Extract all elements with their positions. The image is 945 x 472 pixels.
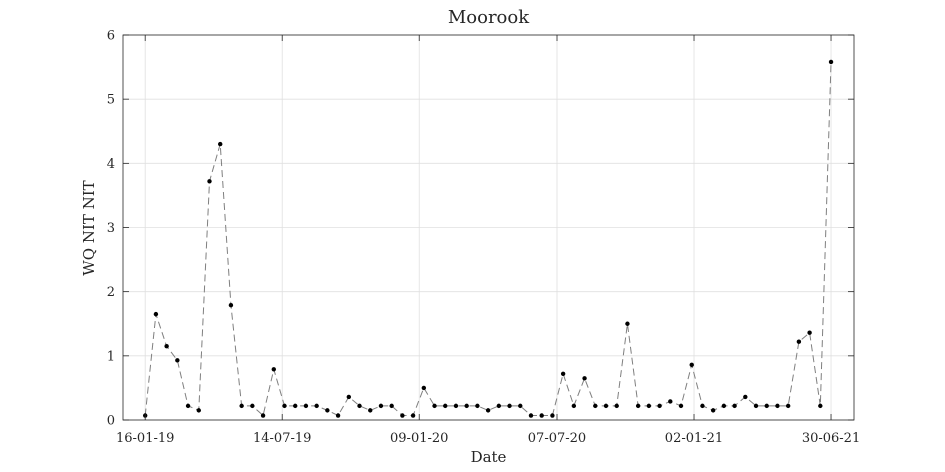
data-point	[657, 403, 662, 409]
data-point	[539, 413, 544, 418]
data-point	[710, 408, 716, 413]
series-line	[144, 61, 832, 417]
x-axis-label: Date	[471, 448, 507, 466]
data-point	[218, 141, 223, 147]
data-point	[303, 403, 309, 409]
x-tick-label: 30-06-21	[802, 431, 860, 446]
data-point	[346, 394, 352, 400]
x-tick-label: 02-01-21	[665, 431, 723, 446]
data-point	[496, 403, 502, 409]
data-point	[668, 399, 673, 404]
x-tick-label: 14-07-19	[253, 431, 311, 446]
data-point	[207, 179, 212, 184]
data-point	[528, 413, 534, 418]
data-point	[507, 403, 512, 409]
data-point	[550, 413, 555, 418]
data-point	[164, 344, 169, 349]
data-point	[175, 358, 180, 363]
data-point	[764, 403, 769, 409]
data-point	[464, 403, 469, 409]
data-point	[443, 403, 448, 409]
data-point	[314, 403, 319, 409]
data-point	[775, 403, 780, 409]
data-point	[260, 413, 266, 418]
data-point	[571, 403, 577, 409]
y-tick-label: 6	[107, 29, 115, 44]
data-point	[432, 403, 437, 409]
y-tick-label: 4	[107, 157, 115, 172]
y-tick-label: 5	[107, 93, 115, 108]
data-point	[560, 371, 566, 376]
data-point	[743, 394, 748, 400]
grid	[123, 34, 854, 421]
data-point	[282, 403, 287, 409]
data-point	[250, 403, 255, 409]
y-tick-label: 3	[107, 221, 115, 236]
series-layer	[143, 59, 834, 418]
data-point	[678, 403, 684, 409]
data-point	[389, 403, 394, 409]
data-point	[239, 403, 244, 409]
data-point	[400, 413, 405, 418]
data-point	[421, 385, 427, 391]
data-point	[196, 408, 201, 413]
data-point	[689, 362, 694, 368]
data-point	[700, 403, 705, 409]
data-point	[325, 408, 330, 413]
chart-title: Moorook	[448, 7, 530, 28]
data-point	[271, 367, 276, 372]
data-point	[335, 413, 341, 418]
y-tick-label: 2	[107, 285, 115, 300]
data-point	[368, 408, 373, 413]
x-tick-label: 16-01-19	[116, 431, 174, 446]
data-point	[828, 59, 834, 65]
x-tick-label: 07-07-20	[528, 431, 586, 446]
data-point	[475, 403, 480, 409]
data-point	[732, 403, 737, 409]
data-point	[228, 302, 234, 308]
data-point	[603, 403, 609, 409]
data-point	[593, 403, 598, 409]
y-axis-label: WQ NIT NIT	[80, 180, 98, 275]
data-point	[378, 403, 384, 409]
data-point	[818, 403, 823, 409]
x-tick-label: 09-01-20	[390, 431, 448, 446]
data-point	[410, 413, 416, 418]
data-point	[582, 376, 587, 381]
data-point	[646, 403, 652, 409]
data-point	[614, 403, 619, 409]
data-point	[293, 403, 298, 409]
data-point	[753, 403, 759, 409]
y-tick-label: 1	[107, 349, 115, 364]
data-point	[453, 403, 459, 409]
data-point	[625, 321, 630, 326]
data-point	[635, 403, 641, 409]
data-point	[357, 403, 362, 409]
data-point	[485, 408, 491, 413]
data-point	[185, 403, 191, 409]
data-point	[721, 403, 727, 409]
data-point	[785, 403, 791, 409]
data-point	[518, 403, 523, 409]
data-point	[153, 311, 159, 317]
ticks: 0 1 2 3 4 5 6 16-01-19 14-07-19 09-01-20 07-07-20 0…	[107, 29, 861, 447]
data-point	[796, 339, 802, 344]
data-point	[807, 330, 812, 335]
y-tick-label: 0	[107, 414, 115, 429]
